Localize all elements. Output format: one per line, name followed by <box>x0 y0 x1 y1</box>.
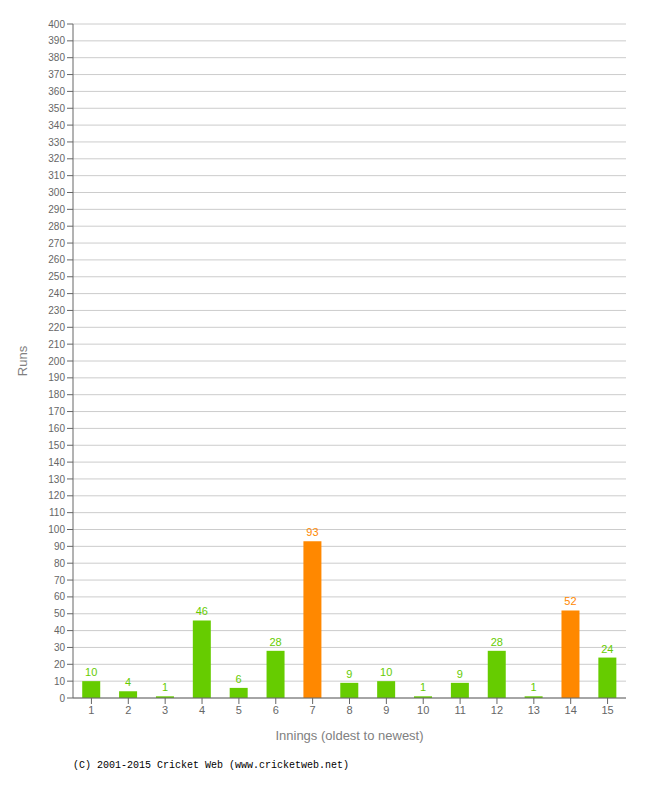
svg-text:150: 150 <box>48 440 65 451</box>
svg-text:290: 290 <box>48 204 65 215</box>
svg-text:6: 6 <box>273 704 279 716</box>
svg-text:250: 250 <box>48 271 65 282</box>
svg-text:120: 120 <box>48 490 65 501</box>
svg-text:Innings (oldest to newest): Innings (oldest to newest) <box>275 728 423 743</box>
svg-text:210: 210 <box>48 339 65 350</box>
svg-text:30: 30 <box>54 642 66 653</box>
svg-text:390: 390 <box>48 35 65 46</box>
svg-text:28: 28 <box>269 636 281 648</box>
svg-text:130: 130 <box>48 474 65 485</box>
svg-text:10: 10 <box>417 704 429 716</box>
svg-text:15: 15 <box>601 704 613 716</box>
svg-text:140: 140 <box>48 457 65 468</box>
svg-text:190: 190 <box>48 372 65 383</box>
svg-text:11: 11 <box>454 704 465 716</box>
svg-text:270: 270 <box>48 238 65 249</box>
svg-text:9: 9 <box>383 704 389 716</box>
html-text:(C) 2001-2015 Cricket Web (www: (C) 2001-2015 Cricket Web (www.cricketwe… <box>73 760 349 771</box>
svg-text:0: 0 <box>59 693 65 704</box>
svg-text:340: 340 <box>48 120 65 131</box>
svg-text:12: 12 <box>491 704 503 716</box>
svg-text:40: 40 <box>54 625 66 636</box>
svg-text:370: 370 <box>48 69 65 80</box>
svg-text:90: 90 <box>54 541 66 552</box>
svg-text:4: 4 <box>199 704 205 716</box>
svg-text:3: 3 <box>162 704 168 716</box>
svg-text:1: 1 <box>531 681 537 693</box>
svg-text:50: 50 <box>54 608 66 619</box>
svg-text:220: 220 <box>48 322 65 333</box>
svg-text:350: 350 <box>48 103 65 114</box>
svg-text:Runs: Runs <box>15 345 30 376</box>
svg-text:260: 260 <box>48 254 65 265</box>
svg-text:6: 6 <box>236 673 242 685</box>
svg-text:10: 10 <box>380 666 392 678</box>
svg-text:20: 20 <box>54 659 66 670</box>
svg-text:10: 10 <box>54 676 66 687</box>
svg-text:230: 230 <box>48 305 65 316</box>
svg-text:200: 200 <box>48 356 65 367</box>
svg-text:170: 170 <box>48 406 65 417</box>
svg-text:52: 52 <box>564 595 576 607</box>
svg-text:180: 180 <box>48 389 65 400</box>
svg-text:4: 4 <box>125 676 131 688</box>
svg-text:70: 70 <box>54 575 66 586</box>
svg-text:320: 320 <box>48 153 65 164</box>
svg-text:310: 310 <box>48 170 65 181</box>
svg-text:110: 110 <box>49 507 65 518</box>
svg-text:8: 8 <box>346 704 352 716</box>
svg-text:13: 13 <box>528 704 540 716</box>
svg-text:330: 330 <box>48 137 65 148</box>
svg-text:7: 7 <box>310 704 316 716</box>
svg-text:24: 24 <box>601 643 613 655</box>
svg-text:60: 60 <box>54 591 66 602</box>
svg-text:14: 14 <box>565 704 577 716</box>
svg-text:9: 9 <box>457 668 463 680</box>
svg-text:93: 93 <box>306 526 318 538</box>
svg-text:2: 2 <box>125 704 131 716</box>
svg-text:360: 360 <box>48 86 65 97</box>
svg-text:240: 240 <box>48 288 65 299</box>
svg-text:9: 9 <box>346 668 352 680</box>
svg-text:380: 380 <box>48 52 65 63</box>
svg-text:46: 46 <box>196 605 208 617</box>
svg-text:400: 400 <box>48 19 65 30</box>
svg-text:10: 10 <box>85 666 97 678</box>
svg-text:300: 300 <box>48 187 65 198</box>
svg-text:1: 1 <box>162 681 168 693</box>
svg-text:280: 280 <box>48 221 65 232</box>
svg-text:100: 100 <box>48 524 65 535</box>
svg-text:28: 28 <box>491 636 503 648</box>
svg-text:5: 5 <box>236 704 242 716</box>
svg-text:1: 1 <box>420 681 426 693</box>
svg-text:160: 160 <box>48 423 65 434</box>
svg-text:80: 80 <box>54 558 66 569</box>
svg-text:1: 1 <box>88 704 94 716</box>
